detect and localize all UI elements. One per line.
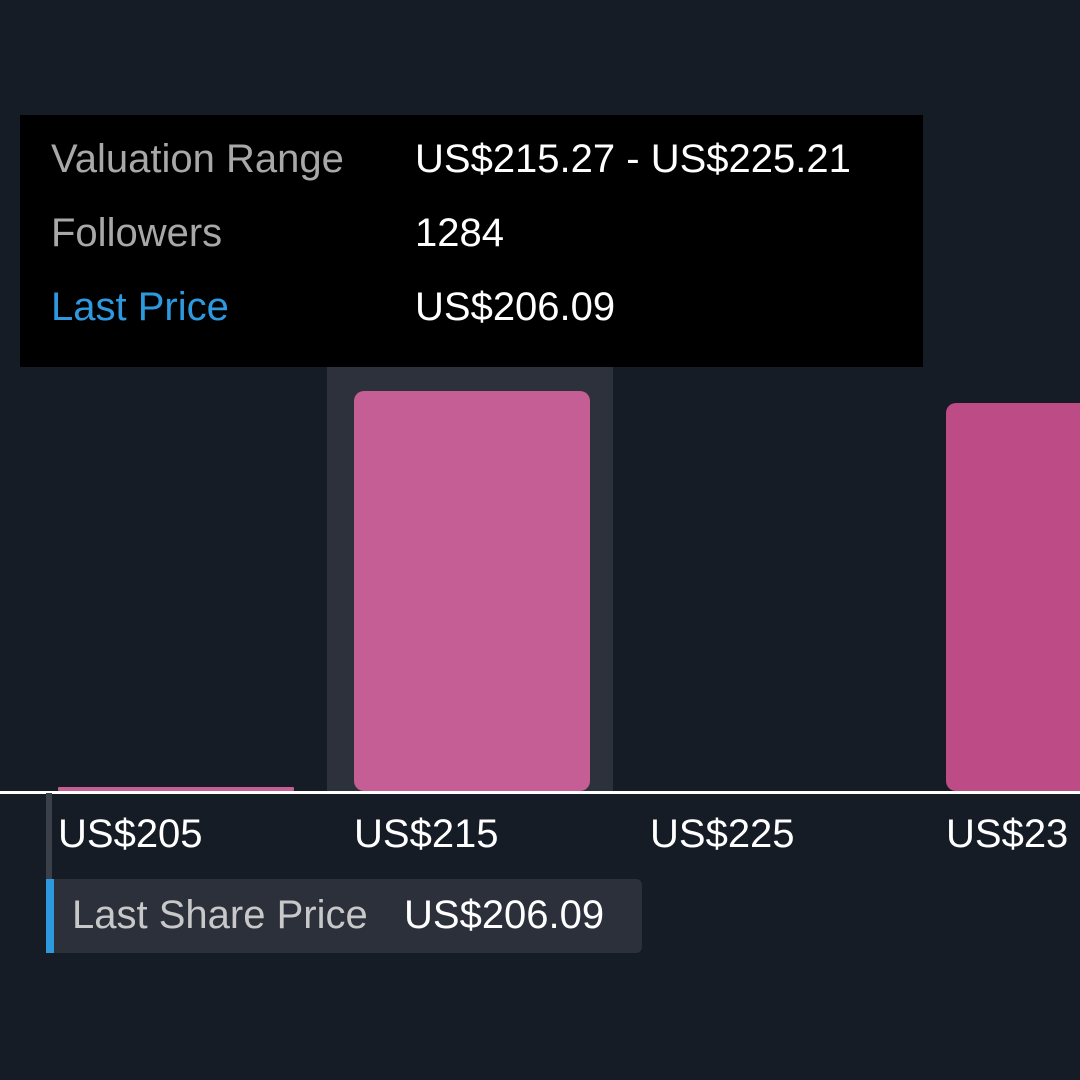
- x-axis-line: [0, 791, 1080, 794]
- tick-label: US$225: [650, 812, 795, 856]
- tooltip-key: Valuation Range: [51, 137, 344, 181]
- bar-tooltip: Valuation Range US$215.27 - US$225.21 Fo…: [20, 115, 923, 367]
- badge-accent-bar: [46, 879, 54, 953]
- tooltip-value: 1284: [415, 211, 504, 255]
- tooltip-key: Last Price: [51, 285, 229, 329]
- tooltip-row-followers: Followers 1284: [51, 211, 504, 256]
- last-share-price-label: Last Share Price: [72, 893, 368, 937]
- bar-1[interactable]: [354, 391, 590, 791]
- tooltip-key: Followers: [51, 211, 223, 255]
- last-share-price-badge: Last Share Price US$206.09: [46, 879, 642, 953]
- tick-label: US$23: [946, 812, 1069, 856]
- tooltip-value: US$206.09: [415, 285, 616, 329]
- last-price-marker-line: [46, 793, 52, 953]
- tick-label: US$205: [58, 812, 203, 856]
- bar-0[interactable]: [58, 787, 294, 791]
- tooltip-row-valuation-range: Valuation Range US$215.27 - US$225.21: [51, 137, 851, 182]
- tick-label: US$215: [354, 812, 499, 856]
- tooltip-row-last-price: Last Price US$206.09: [51, 285, 615, 330]
- tooltip-value: US$215.27 - US$225.21: [415, 137, 851, 181]
- bar-3[interactable]: [946, 403, 1080, 791]
- last-share-price-value: US$206.09: [404, 893, 605, 937]
